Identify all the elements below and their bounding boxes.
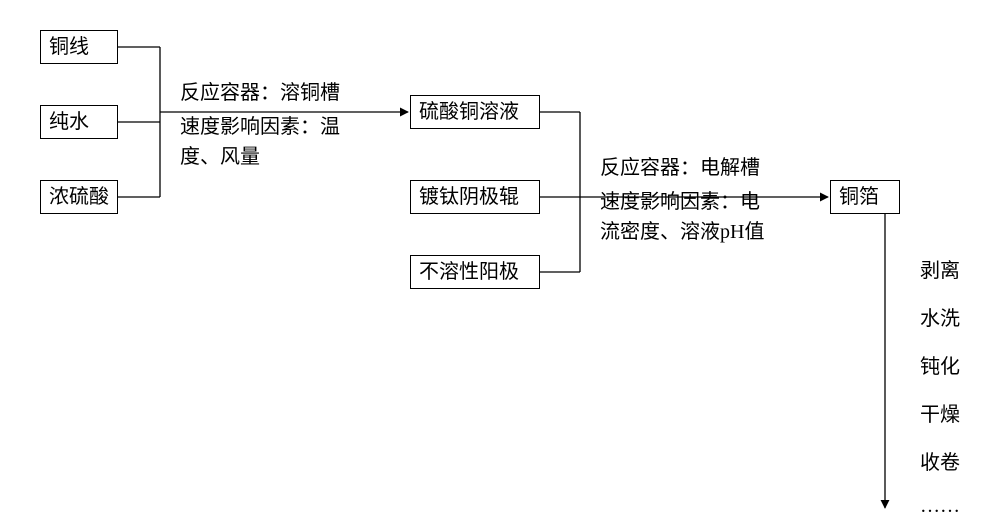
node-pure-water: 纯水 [40,105,118,139]
post-step-ellipsis: …… [920,493,960,519]
post-step-wind: 收卷 [920,450,960,476]
node-ti-cathode-roll: 镀钛阴极辊 [410,180,540,214]
flowchart-canvas: 铜线 纯水 浓硫酸 反应容器：溶铜槽 速度影响因素：温 度、风量 硫酸铜溶液 镀… [0,0,1000,530]
post-step-wash: 水洗 [920,306,960,332]
node-cuso4-solution: 硫酸铜溶液 [410,95,540,129]
node-copper-foil: 铜箔 [830,180,900,214]
node-insoluble-anode: 不溶性阳极 [410,255,540,289]
node-copper-wire: 铜线 [40,30,118,64]
stage1-annotation-line2: 速度影响因素：温 度、风量 [180,112,340,172]
stage2-annotation-line2: 速度影响因素：电 流密度、溶液pH值 [600,187,764,247]
post-step-peel: 剥离 [920,258,960,284]
stage2-annotation-line1: 反应容器：电解槽 [600,153,760,183]
stage1-annotation-line1: 反应容器：溶铜槽 [180,78,340,108]
post-step-passivate: 钝化 [920,354,960,380]
node-conc-sulfuric-acid: 浓硫酸 [40,180,118,214]
post-step-dry: 干燥 [920,402,960,428]
